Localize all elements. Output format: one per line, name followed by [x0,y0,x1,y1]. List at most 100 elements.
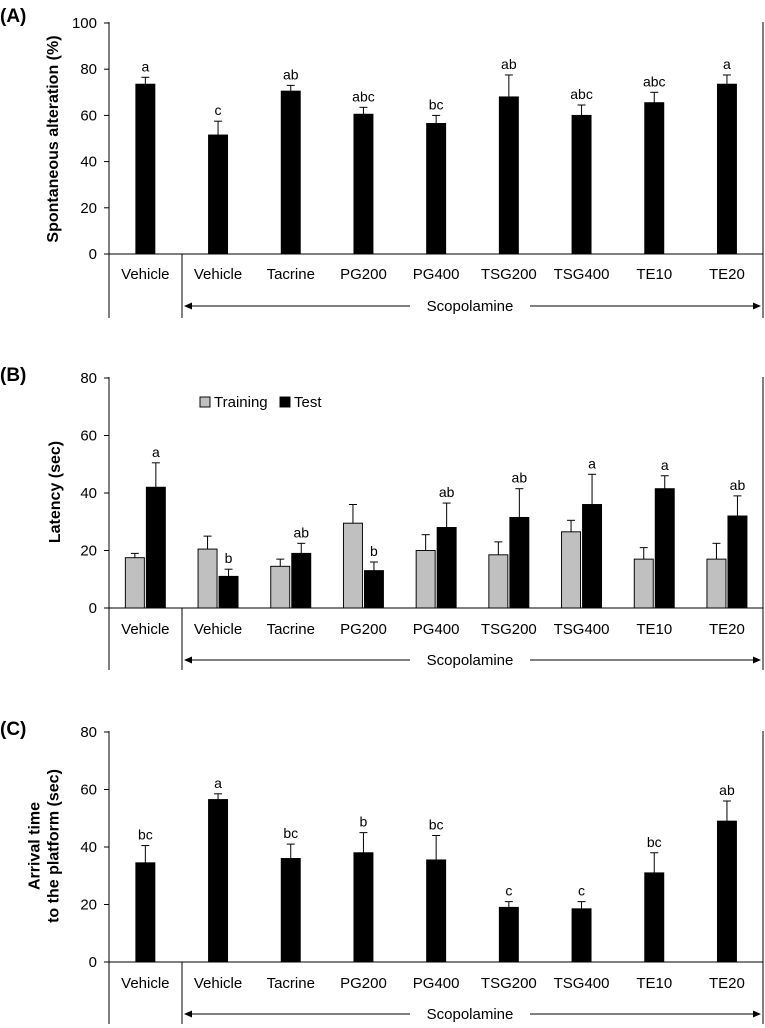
bar-training [270,565,291,609]
bar-value [498,96,519,255]
y-tick-label: 20 [80,543,97,560]
significance-label: bc [138,827,153,843]
y-axis-label-line: to the platform (sec) [46,769,63,923]
category-label: Vehicle [194,975,242,992]
arrow-head-right [753,1010,761,1018]
category-label: Tacrine [267,975,315,992]
significance-label: a [152,444,160,460]
category-label: Vehicle [194,621,242,638]
bar-value [498,906,519,963]
significance-label: bc [283,825,298,841]
bar-test [509,516,530,609]
significance-label: a [723,56,731,72]
bar-training [633,558,654,609]
significance-label: abc [570,86,593,102]
y-tick-label: 60 [80,428,97,445]
bar-value [426,859,447,963]
bar-test [363,570,384,609]
bar-value [571,908,592,963]
bar-value [571,114,592,255]
bar-training [124,557,145,609]
significance-label: abc [643,73,666,89]
bar-value [716,820,737,963]
panel-label: (C) [0,719,26,740]
arrow-head-right [753,656,761,664]
significance-label: bc [429,96,444,112]
scopolamine-label: Scopolamine [427,1006,514,1023]
bar-value [426,123,447,255]
category-label: PG200 [340,266,387,283]
y-tick-label: 40 [80,154,97,171]
arrow-head-left [184,302,192,310]
significance-label: c [215,102,222,118]
arrow-head-left [184,1010,192,1018]
category-label: Vehicle [121,621,169,638]
bar-training [197,548,218,609]
category-label: TSG400 [554,621,610,638]
bar-training [488,554,509,609]
category-label: PG400 [413,621,460,638]
significance-label: abc [352,88,375,104]
bar-test [218,575,239,609]
category-label: TE10 [636,621,672,638]
y-tick-label: 20 [80,200,97,217]
legend-label-training: Training [214,394,268,411]
panel-c: (C) Arrival time to the platform (sec) 0 20 4… [0,719,764,1024]
significance-label: a [141,58,149,74]
y-tick-label: 60 [80,107,97,124]
y-axis-label: Spontaneous alteration (%) [45,35,62,242]
significance-label: a [661,457,669,473]
bar-value [716,83,737,255]
bar-test [727,515,748,609]
scopolamine-label: Scopolamine [427,298,514,315]
y-axis-label-line: Arrival time [27,802,44,890]
y-tick-label: 100 [72,15,97,32]
bar-training [706,558,727,609]
bar-test [436,527,457,609]
bar-value [644,872,665,963]
category-label: TE10 [636,266,672,283]
category-label: TE20 [709,266,745,283]
category-label: PG200 [340,975,387,992]
category-label: Vehicle [121,266,169,283]
significance-label: c [505,883,512,899]
y-tick-label: 80 [80,724,97,741]
significance-label: b [370,543,378,559]
category-label: TE20 [709,975,745,992]
category-label: Vehicle [194,266,242,283]
category-label: TSG200 [481,266,537,283]
category-label: PG400 [413,266,460,283]
significance-label: ab [501,56,517,72]
category-label: TE10 [636,975,672,992]
arrow-head-right [753,302,761,310]
significance-label: bc [647,834,662,850]
y-tick-label: 0 [89,600,97,617]
panel-a: (A) Spontaneous alteration (%) 0 20 40 60 80 10… [0,6,764,318]
legend-swatch-test [279,396,291,408]
y-axis-label-line: Latency (sec) [47,441,64,543]
y-axis-label: Arrival time to the platform (sec) [27,769,63,923]
significance-label: bc [429,817,444,833]
panel-b: (B) Latency (sec) 0 20 40 60 80 Vehicle Vehicle T… [0,365,764,670]
y-tick-label: 40 [80,839,97,856]
y-tick-label: 0 [89,954,97,971]
category-label: TSG400 [554,975,610,992]
bar-test [291,552,312,609]
panel-label: (A) [0,6,26,27]
category-label: TE20 [709,621,745,638]
y-tick-label: 60 [80,782,97,799]
category-label: PG200 [340,621,387,638]
significance-label: ab [512,470,528,486]
legend-label-test: Test [294,394,322,411]
y-tick-label: 80 [80,61,97,78]
y-axis-label: Latency (sec) [47,441,64,543]
scopolamine-label: Scopolamine [427,652,514,669]
category-label: TSG200 [481,621,537,638]
significance-label: ab [730,477,746,493]
panel-label: (B) [0,365,26,386]
bar-value [135,862,156,963]
legend-swatch-training [199,396,211,408]
y-tick-label: 20 [80,897,97,914]
significance-label: ab [283,66,299,82]
bar-value [208,799,229,963]
